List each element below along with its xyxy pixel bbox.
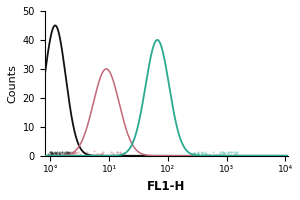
Y-axis label: Counts: Counts [7,64,17,103]
X-axis label: FL1-H: FL1-H [147,180,186,193]
